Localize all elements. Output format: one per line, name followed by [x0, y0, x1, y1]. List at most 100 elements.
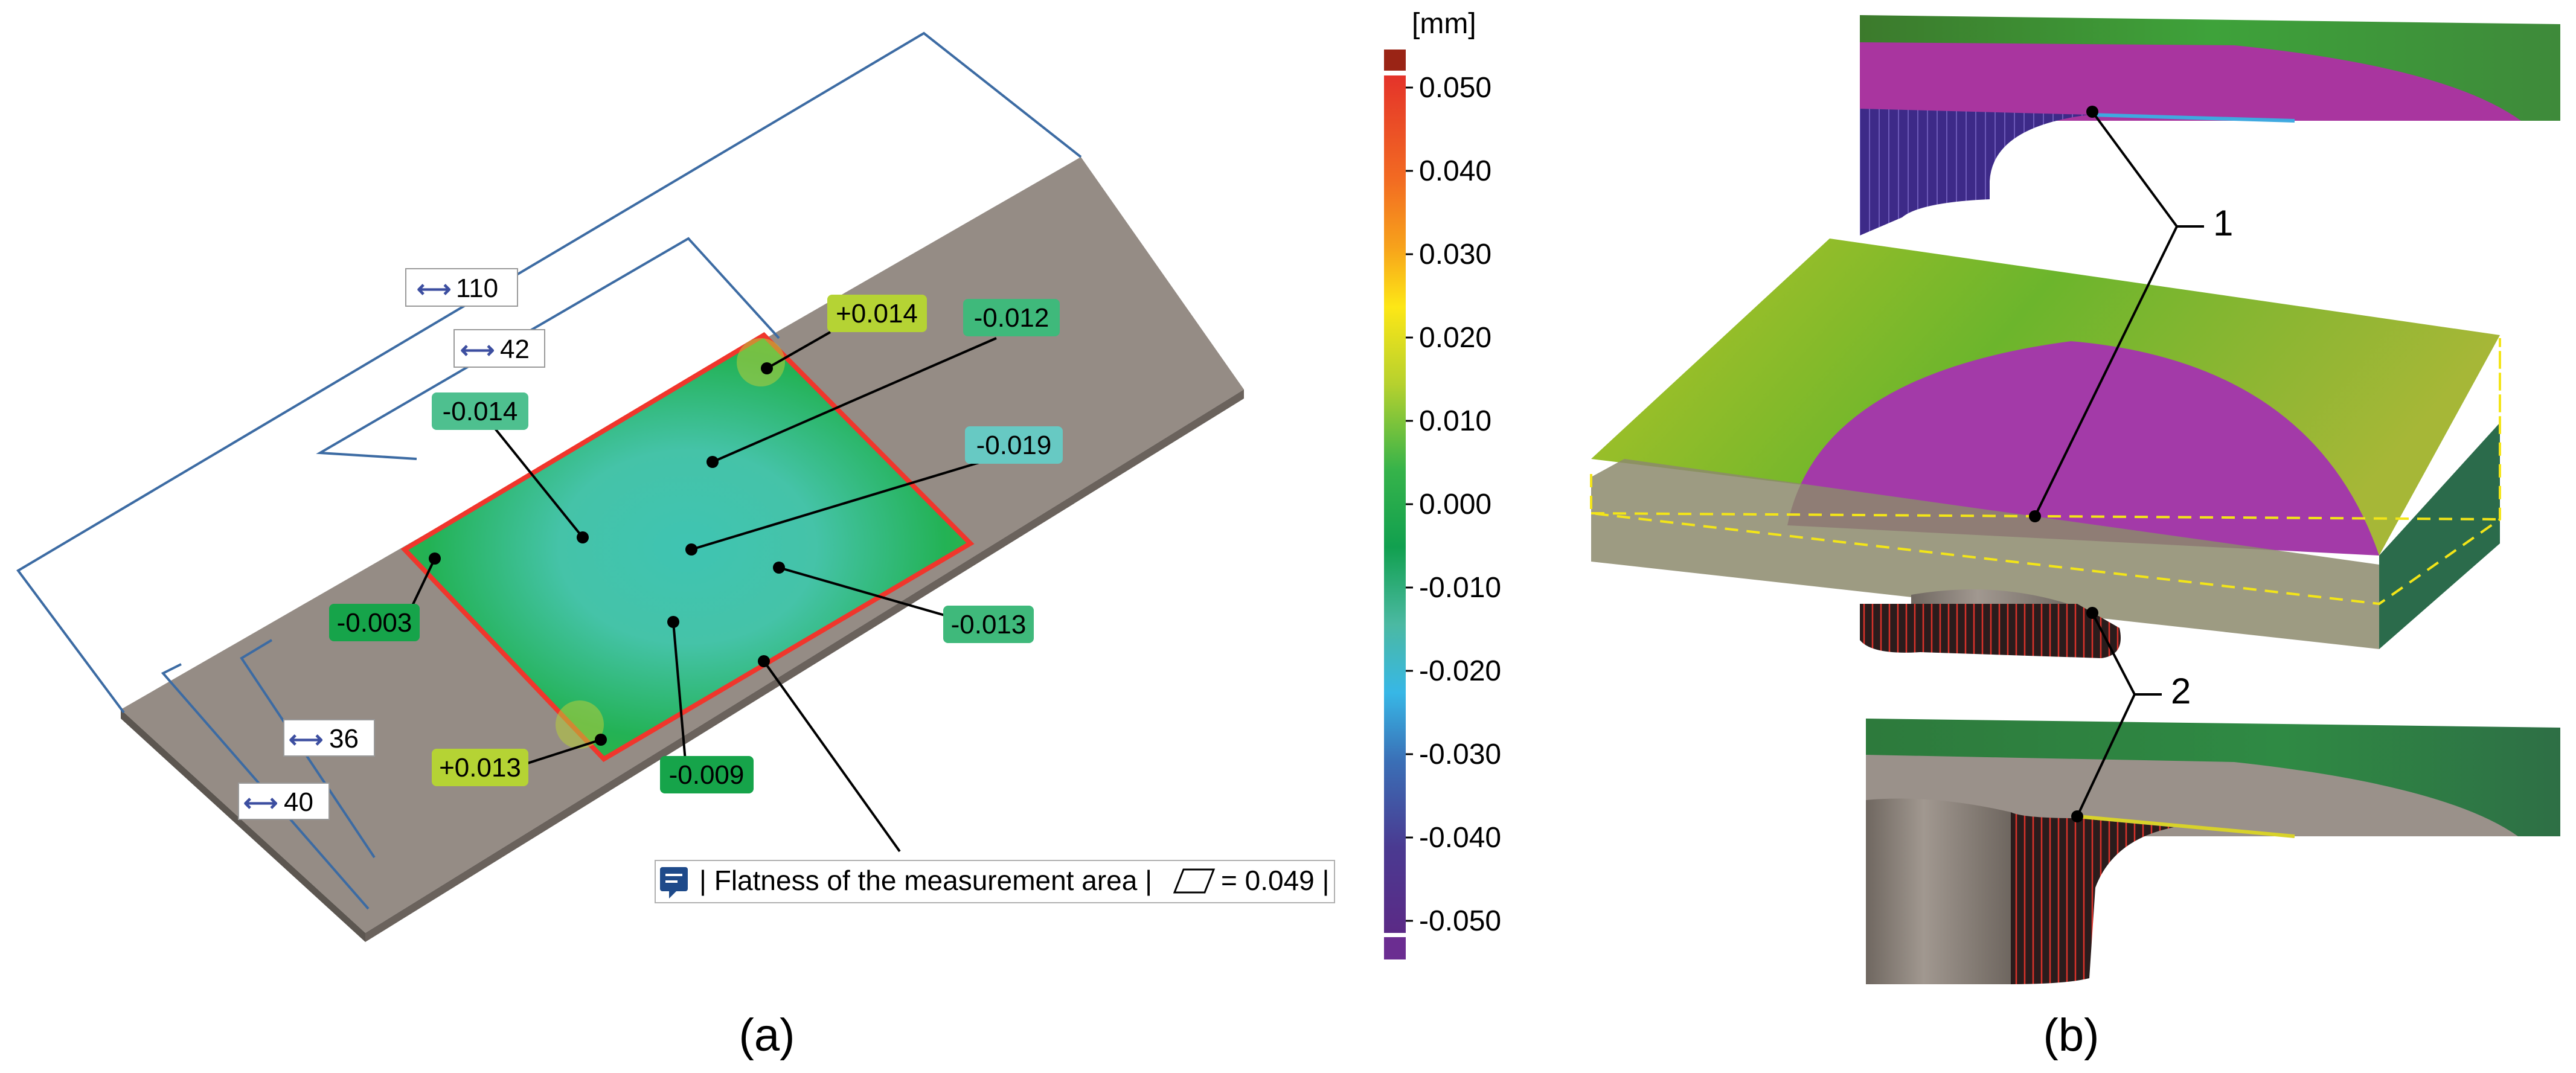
leader-dot [706, 456, 719, 468]
plate-outline-dashed [1590, 338, 2501, 606]
plate-purple-dome [1787, 341, 2379, 556]
dimension-value: 42 [500, 335, 530, 364]
leader-7 [516, 738, 601, 768]
leader-dot [685, 543, 697, 556]
top-blue-edge [2089, 113, 2295, 123]
dimension-value: 40 [284, 787, 313, 817]
dimension-box [238, 783, 330, 820]
deviation-label: -0.019 [965, 426, 1063, 464]
deviation-value: +0.013 [439, 753, 521, 783]
bottom-cross-section [2011, 812, 2174, 984]
panel-a: ⟷ 110 ⟷ 42 ⟷ 36 ⟷ 40 +0.014 -0.012 [16, 31, 1335, 1061]
area-highlight-bottom [556, 700, 604, 749]
dimension-label-40: ⟷ 40 [238, 783, 330, 820]
top-cross-section [1860, 109, 2089, 235]
bottom-closeup [1866, 719, 2560, 984]
deviation-badge [943, 606, 1034, 643]
scale-tick-label: 0.040 [1419, 155, 1491, 187]
top-bulge [1860, 42, 2521, 121]
plate-rib [1860, 604, 2121, 658]
deviation-badge [432, 749, 528, 786]
width-icon: ⟷ [417, 276, 451, 303]
dimension-label-42: ⟷ 42 [453, 329, 545, 368]
bottom-grey [1866, 755, 2518, 836]
width-icon: ⟷ [243, 790, 278, 816]
scale-tick-label: -0.030 [1419, 738, 1501, 770]
leader-3 [494, 428, 584, 539]
deviation-value: -0.003 [337, 608, 412, 638]
label-1: 1 [2213, 203, 2233, 243]
scale-tick-label: 0.020 [1419, 322, 1491, 354]
deviation-value: +0.014 [836, 299, 918, 328]
area-highlight-top [737, 338, 785, 386]
dim-frame-40 [161, 663, 370, 910]
deviation-label: -0.009 [660, 756, 754, 793]
leader-dot [758, 655, 770, 667]
scale-ticks: 0.050 0.040 0.030 0.020 0.010 0.000 -0.010 -0.0… [1406, 72, 1501, 937]
flatness-annotation: | Flatness of the measurement area | = 0… [655, 860, 1335, 903]
deviation-badge [965, 426, 1063, 464]
deviation-value: -0.013 [951, 610, 1027, 639]
plate-right-wall [2379, 423, 2500, 649]
leader-9 [763, 660, 901, 853]
leader-2-bottom [2076, 694, 2136, 817]
dimension-value: 36 [329, 724, 359, 754]
plate-underside [1591, 459, 2379, 649]
dimension-box [453, 329, 545, 368]
deviation-label: +0.013 [432, 749, 528, 786]
middle-plate [1590, 239, 2501, 658]
scale-bottom-swatch [1384, 937, 1406, 959]
comment-icon-tail [669, 891, 676, 898]
deviation-value: -0.019 [976, 431, 1052, 460]
deviation-badge [827, 295, 927, 332]
leader-dot [667, 616, 679, 628]
deviation-label: -0.013 [943, 606, 1034, 643]
deviation-label: +0.014 [827, 295, 927, 332]
deviation-label: -0.003 [329, 604, 420, 641]
dimension-label-110: ⟷ 110 [405, 268, 518, 307]
scale-tick-label: 0.010 [1419, 405, 1491, 437]
scale-top-swatch [1384, 50, 1406, 71]
leader-dot [577, 531, 589, 543]
comment-icon [660, 867, 688, 891]
unit-label: [mm] [1412, 8, 1476, 40]
dimension-box [283, 719, 375, 757]
leader-dot [761, 362, 773, 374]
scale-bar [1384, 75, 1406, 933]
leader-1-top [2091, 111, 2204, 228]
flatness-icon [1173, 868, 1216, 894]
scale-tick-label: 0.030 [1419, 239, 1491, 271]
bottom-cylinder [1866, 798, 2011, 984]
scale-tick-label: -0.020 [1419, 655, 1501, 687]
scale-tick-label: -0.050 [1419, 905, 1501, 937]
scale-tick-label: -0.040 [1419, 822, 1501, 854]
top-closeup [1860, 15, 2560, 235]
panel-b: 1 2 (b) [1590, 15, 2560, 1061]
label-2: 2 [2171, 671, 2191, 711]
leader-dot [429, 553, 441, 565]
leader-dots [429, 362, 785, 746]
deviation-value: -0.012 [974, 303, 1049, 333]
bottom-rainbow-edge [2077, 815, 2295, 838]
deviation-label: -0.012 [963, 299, 1060, 336]
plate-edge [121, 709, 365, 942]
leader-4 [691, 461, 982, 551]
annotation-value: = 0.049 | [1221, 865, 1330, 896]
width-icon: ⟷ [289, 726, 323, 753]
color-scale: [mm] 0.050 0.040 0.030 0.020 0.010 0.000 -0.01… [1384, 8, 1501, 959]
scale-tick-label: 0.000 [1419, 488, 1491, 520]
leader-1-bottom [2034, 226, 2178, 517]
dimension-box [405, 268, 518, 307]
leader-8 [672, 621, 687, 761]
caption-a: (a) [739, 1010, 795, 1061]
caption-b: (b) [2043, 1010, 2100, 1061]
deviation-value: -0.009 [669, 760, 745, 790]
annotation-box [655, 860, 1335, 903]
deviation-badge [329, 604, 420, 641]
deviation-value: -0.014 [443, 397, 518, 426]
deviation-badge [432, 392, 528, 430]
deviation-label: -0.014 [432, 392, 528, 430]
dimension-label-36: ⟷ 36 [283, 719, 375, 757]
leader-dot [773, 562, 785, 574]
